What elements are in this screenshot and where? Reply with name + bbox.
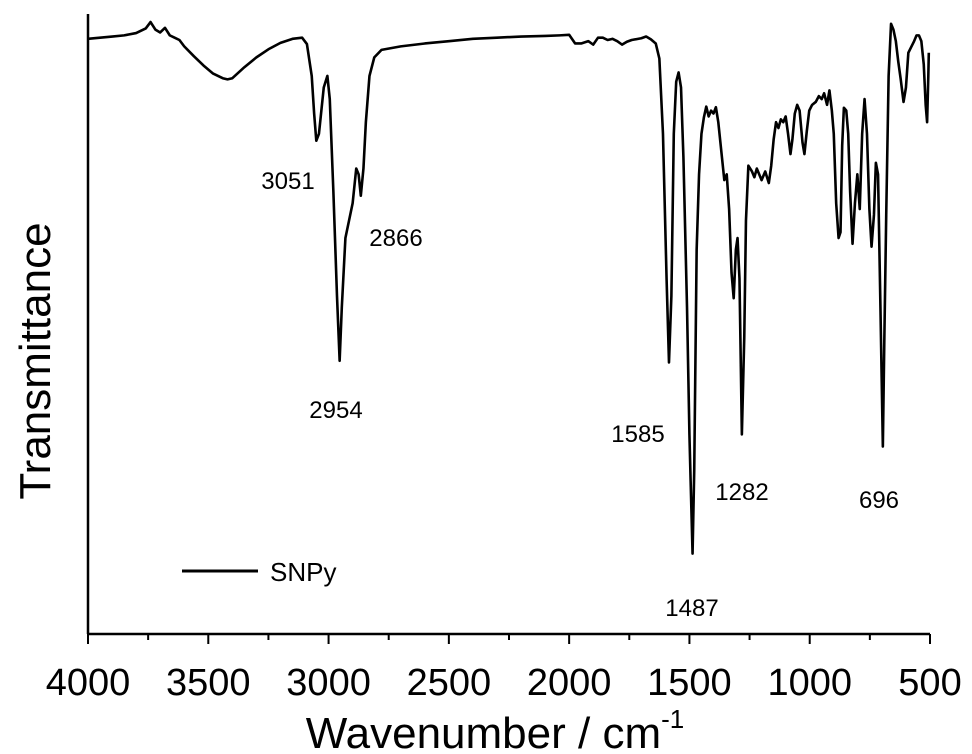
x-tick-label-1000: 1000 [767,662,852,704]
x-tick-labels: 4000 3500 3000 2500 2000 1500 1000 500 [46,662,962,704]
series-line-snpy [87,20,931,555]
peak-label-3051: 3051 [261,168,314,195]
peak-label-1487: 1487 [665,595,718,622]
axes [86,14,930,636]
x-tick-label-4000: 4000 [46,662,131,704]
x-axis-title: Wavenumber / cm-1 [306,704,684,754]
x-tick-label-3000: 3000 [286,662,371,704]
legend-label-snpy: SNPy [270,557,336,587]
annotations: 3051 2866 2954 1585 1487 1282 696 [261,168,899,622]
x-axis-title-main: Wavenumber / cm [306,709,661,754]
x-tick-label-2000: 2000 [527,662,612,704]
x-tick-label-2500: 2500 [407,662,492,704]
x-tick-label-500: 500 [898,662,961,704]
x-axis-title-superscript: -1 [661,704,684,734]
peak-label-1282: 1282 [715,479,768,506]
legend: SNPy [182,557,336,587]
series-layer [87,20,931,555]
peak-label-2954: 2954 [309,397,362,424]
peak-label-1585: 1585 [611,421,664,448]
x-tick-label-3500: 3500 [166,662,251,704]
x-ticks [87,634,931,644]
peak-label-2866: 2866 [369,225,422,252]
peak-label-696: 696 [859,487,899,514]
x-tick-label-1500: 1500 [647,662,732,704]
y-axis-title: Transmittance [11,222,60,499]
